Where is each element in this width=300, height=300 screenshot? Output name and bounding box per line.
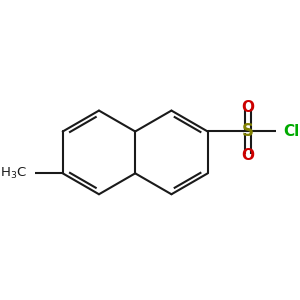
Text: S: S <box>242 122 254 140</box>
Text: O: O <box>242 148 254 163</box>
Text: H$_3$C: H$_3$C <box>0 166 27 181</box>
Text: O: O <box>242 100 254 115</box>
Text: Cl: Cl <box>283 124 300 139</box>
